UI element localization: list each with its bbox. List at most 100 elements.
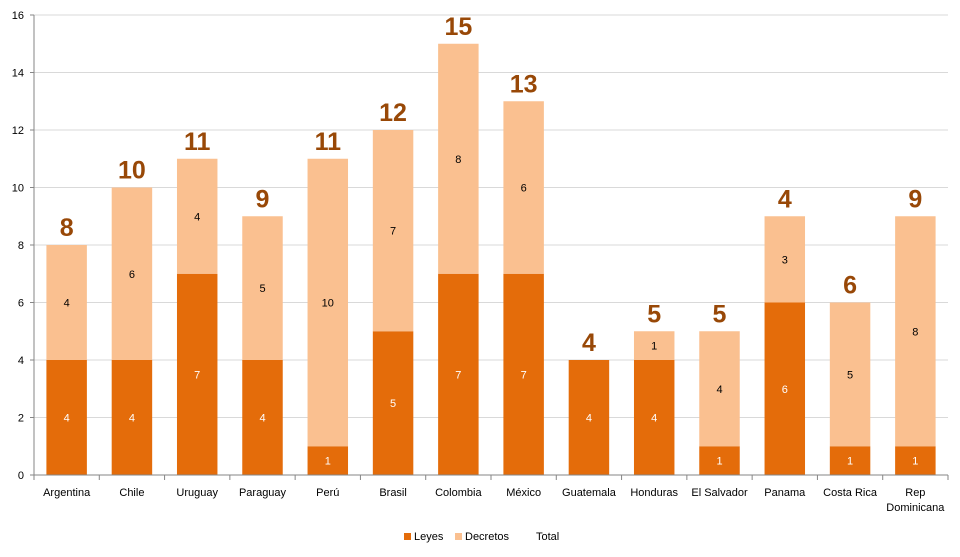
total-label: 9 — [908, 185, 922, 213]
bar-leyes — [111, 360, 153, 475]
bar-decretos — [503, 101, 544, 274]
y-tick-label: 0 — [18, 470, 24, 482]
total-label: 4 — [778, 185, 792, 213]
bar-leyes — [699, 446, 740, 475]
bar-value-label: 7 — [521, 369, 527, 381]
total-label: 15 — [444, 13, 472, 41]
bar-leyes — [503, 273, 544, 475]
bar-leyes — [438, 273, 479, 475]
bar-value-label: 4 — [716, 384, 722, 396]
x-category-label: Honduras — [630, 487, 678, 499]
bar-value-label: 4 — [586, 413, 592, 425]
x-category-label: El Salvador — [691, 487, 748, 499]
bar-decretos — [699, 331, 740, 447]
legend-label-leyes: Leyes — [414, 531, 444, 543]
bar-leyes — [829, 446, 871, 475]
total-label: 8 — [60, 214, 74, 242]
bar-value-label: 7 — [194, 369, 200, 381]
bar-value-label: 4 — [259, 413, 265, 425]
bar-decretos — [372, 130, 414, 332]
bar-leyes — [176, 273, 218, 475]
x-category-label: Rep Dominicana — [886, 487, 945, 514]
legend: Leyes Decretos Total — [404, 531, 559, 543]
bar-value-label: 1 — [651, 341, 657, 353]
x-category-label: Paraguay — [239, 487, 287, 499]
bar-decretos — [764, 216, 806, 303]
legend-label-total: Total — [536, 531, 559, 543]
x-category-label: Chile — [119, 487, 144, 499]
legend-swatch-leyes — [404, 533, 411, 540]
y-tick-label: 14 — [12, 68, 24, 80]
y-tick-label: 6 — [18, 298, 24, 310]
x-category-label: Panama — [764, 487, 806, 499]
bar-decretos — [242, 216, 283, 360]
y-tick-label: 4 — [18, 355, 24, 367]
bar-leyes — [895, 446, 936, 475]
y-tick-label: 12 — [12, 125, 24, 137]
bar-decretos — [307, 158, 349, 447]
bar-leyes — [764, 302, 806, 475]
bar-value-label: 10 — [322, 298, 334, 310]
bar-value-label: 8 — [912, 326, 918, 338]
total-label: 5 — [647, 300, 661, 328]
bar-value-label: 6 — [782, 384, 788, 396]
bar-leyes — [307, 446, 349, 475]
x-category-label: Costa Rica — [823, 487, 878, 499]
y-tick-label: 2 — [18, 413, 24, 425]
bar-decretos — [111, 187, 153, 360]
bar-value-label: 1 — [847, 456, 853, 468]
x-category-label: Brasil — [379, 487, 407, 499]
gridlines — [34, 14, 948, 418]
total-label: 13 — [510, 70, 538, 98]
bars: 4484610741145911011571278157613444151456… — [46, 13, 936, 475]
bar-value-label: 4 — [64, 413, 70, 425]
bar-value-label: 8 — [455, 154, 461, 166]
x-category-label: Guatemala — [562, 487, 617, 499]
x-category-label: Uruguay — [176, 487, 218, 499]
bar-decretos — [46, 245, 87, 360]
bar-value-label: 6 — [521, 183, 527, 195]
bar-value-label: 4 — [194, 211, 200, 223]
x-category-label: México — [506, 487, 541, 499]
bar-leyes — [633, 360, 675, 475]
bar-value-label: 1 — [912, 456, 918, 468]
y-tick-label: 16 — [12, 10, 24, 22]
bar-decretos — [176, 158, 218, 274]
bar-leyes — [372, 331, 414, 475]
y-tick-label: 10 — [12, 183, 24, 195]
bar-value-label: 1 — [716, 456, 722, 468]
bar-decretos — [895, 216, 936, 447]
bar-decretos — [829, 302, 871, 447]
legend-swatch-decretos — [455, 533, 462, 540]
bar-value-label: 4 — [651, 413, 657, 425]
x-category-label: Argentina — [43, 487, 91, 499]
bar-value-label: 6 — [129, 269, 135, 281]
total-label: 6 — [843, 272, 857, 300]
total-label: 11 — [184, 128, 211, 156]
bar-decretos — [633, 331, 675, 360]
total-label: 11 — [315, 128, 342, 156]
x-category-label: Perú — [316, 487, 339, 499]
legend-label-decretos: Decretos — [465, 531, 510, 543]
total-label: 9 — [256, 185, 270, 213]
total-label: 4 — [582, 329, 596, 357]
y-tick-label: 8 — [18, 240, 24, 252]
bar-value-label: 5 — [259, 283, 265, 295]
bar-value-label: 5 — [847, 369, 853, 381]
bar-leyes — [242, 360, 283, 475]
bar-value-label: 7 — [455, 369, 461, 381]
total-label: 12 — [379, 99, 407, 127]
total-label: 5 — [713, 300, 727, 328]
bar-leyes — [46, 360, 87, 475]
y-axis: 0 2 4 6 8 10 12 14 16 — [12, 10, 35, 482]
bar-decretos — [438, 43, 479, 274]
bar-value-label: 4 — [64, 298, 70, 310]
bar-leyes — [568, 360, 610, 475]
total-label: 10 — [118, 157, 146, 185]
x-axis: Argentina Chile Uruguay Paraguay Perú Brasil C… — [33, 474, 949, 514]
bar-value-label: 7 — [390, 226, 396, 238]
bar-value-label: 5 — [390, 398, 396, 410]
bar-value-label: 3 — [782, 254, 788, 266]
bar-value-label: 4 — [129, 413, 135, 425]
